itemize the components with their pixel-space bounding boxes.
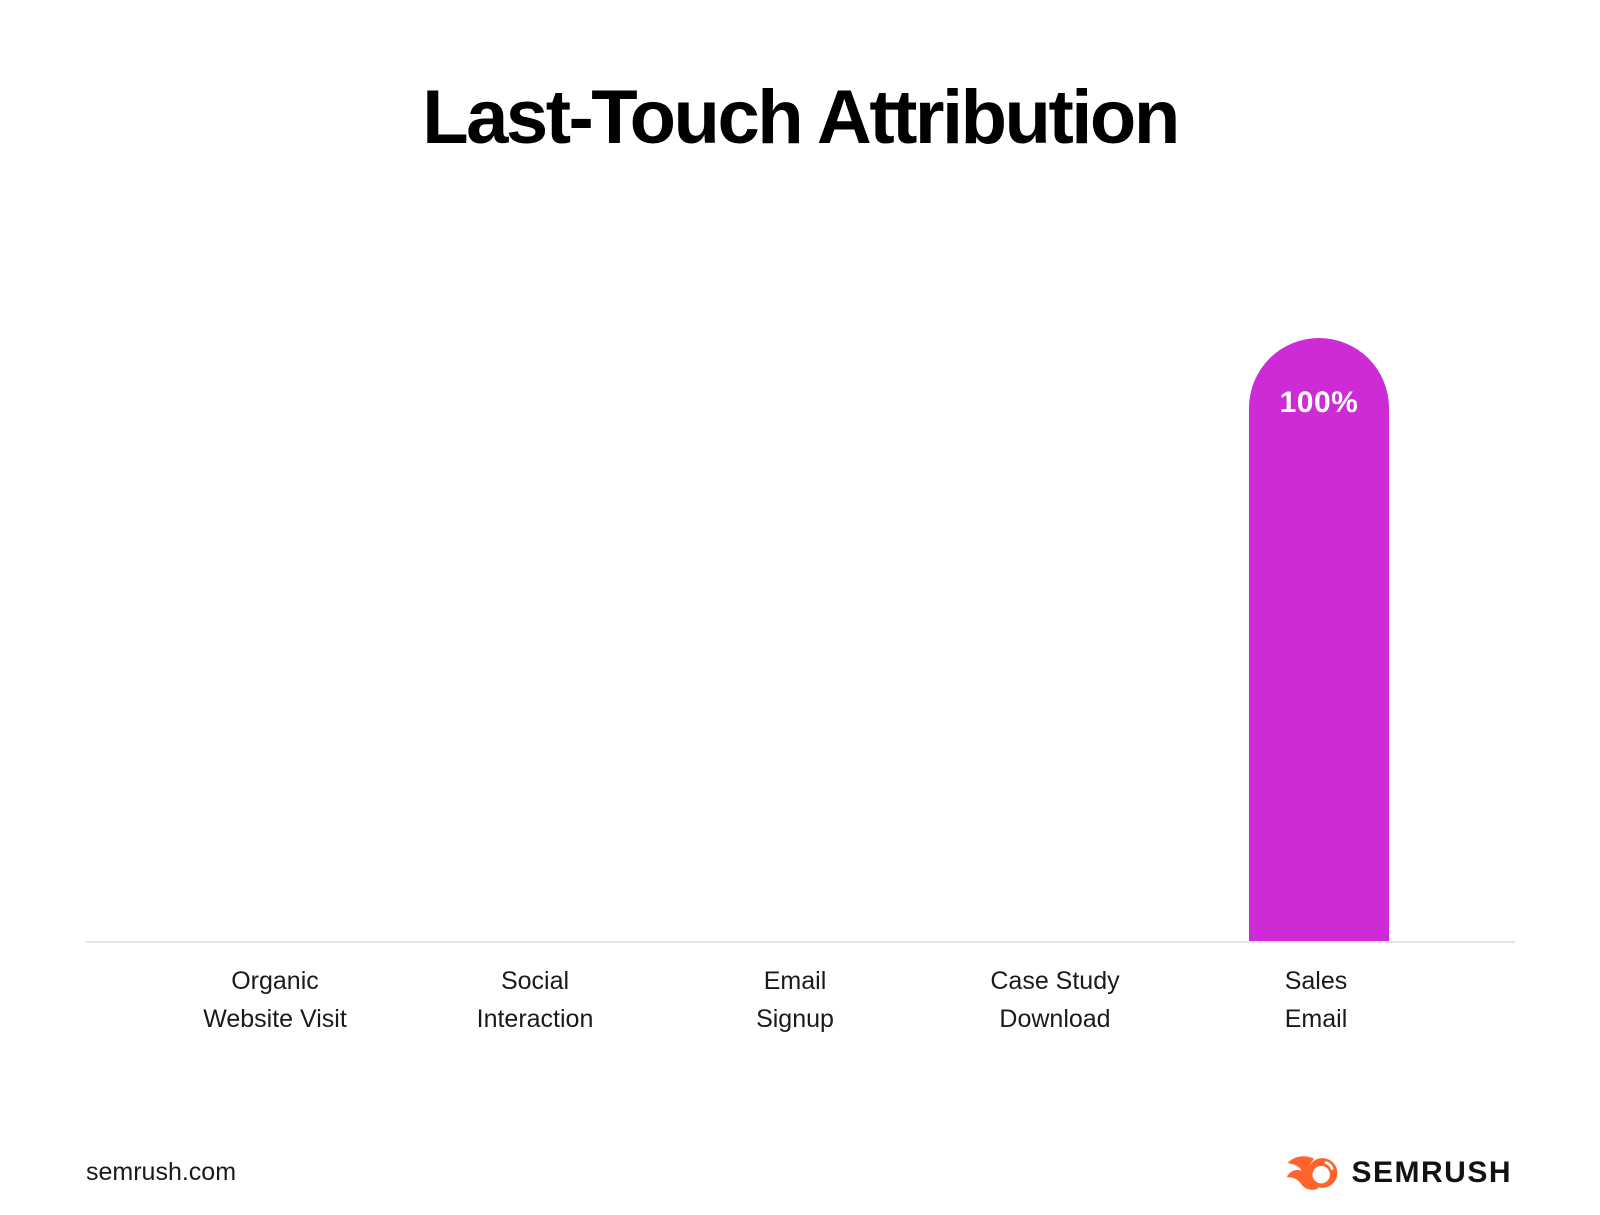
x-axis-label-line: Download xyxy=(999,1005,1111,1033)
footer-site-text: semrush.com xyxy=(86,1158,237,1186)
x-axis-label-line: Website Visit xyxy=(203,1005,347,1033)
x-axis-label-sales-email: Sales Email xyxy=(1166,962,1466,1038)
semrush-wordmark: SEMRUSH xyxy=(1351,1156,1512,1189)
bar-sales-email: 100% xyxy=(1249,338,1389,942)
x-axis-line xyxy=(86,941,1515,943)
comet-ball-highlight xyxy=(1325,1161,1334,1170)
x-axis-label-line: Sales xyxy=(1284,967,1348,995)
x-axis-label-line: Email xyxy=(763,967,827,995)
x-axis-label-line: Social xyxy=(500,967,570,995)
x-axis-label-case-study-download: Case Study Download xyxy=(905,962,1205,1038)
bar-value-label: 100% xyxy=(1279,386,1359,419)
chart-plot-area: 100% xyxy=(86,338,1515,942)
x-axis-label-organic-website-visit: Organic Website Visit xyxy=(125,962,425,1038)
x-axis-label-line: Case Study xyxy=(990,967,1120,995)
semrush-logo: SEMRUSH xyxy=(1286,1152,1512,1194)
x-axis-label-line: Interaction xyxy=(476,1005,594,1033)
x-axis-label-email-signup: Email Signup xyxy=(645,962,945,1038)
x-axis-label-line: Organic xyxy=(231,967,319,995)
page-title: Last-Touch Attribution xyxy=(422,75,1180,160)
x-axis-label-line: Email xyxy=(1284,1005,1348,1033)
x-axis-label-line: Signup xyxy=(756,1005,834,1033)
comet-ball xyxy=(1312,1165,1331,1184)
semrush-comet-icon xyxy=(1287,1156,1338,1190)
x-axis-label-social-interaction: Social Interaction xyxy=(385,962,685,1038)
